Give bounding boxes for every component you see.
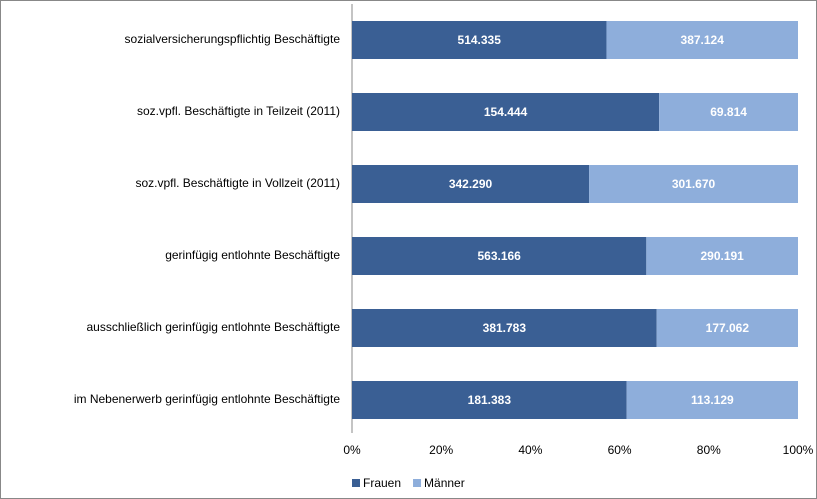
data-label: 342.290	[449, 177, 493, 191]
bar-segment	[352, 237, 647, 275]
data-label: 177.062	[706, 321, 750, 335]
category-label: soz.vpfl. Beschäftigte in Vollzeit (2011…	[135, 176, 340, 190]
data-label: 69.814	[710, 105, 747, 119]
bar-segment	[606, 21, 798, 59]
category-label: soz.vpfl. Beschäftigte in Teilzeit (2011…	[137, 104, 340, 118]
bar-segment	[656, 309, 798, 347]
legend-label: Frauen	[363, 476, 401, 490]
category-label: gerinfügig entlohnte Beschäftigte	[165, 248, 340, 262]
data-label: 181.383	[468, 393, 512, 407]
bar-segment	[646, 237, 798, 275]
data-label: 563.166	[477, 249, 521, 263]
bar-segment	[659, 93, 798, 131]
x-tick-label: 40%	[518, 443, 542, 457]
data-label: 154.444	[484, 105, 528, 119]
category-label: sozialversicherungspflichtig Beschäftigt…	[125, 32, 341, 46]
bar-segment	[589, 165, 798, 203]
category-label: ausschließlich gerinfügig entlohnte Besc…	[87, 320, 341, 334]
legend-swatch	[413, 479, 422, 487]
data-label: 387.124	[681, 33, 725, 47]
data-label: 290.191	[700, 249, 744, 263]
bar-segment	[352, 165, 590, 203]
x-tick-label: 60%	[608, 443, 632, 457]
data-label: 381.783	[483, 321, 527, 335]
bar-segment	[352, 381, 627, 419]
data-label: 301.670	[672, 177, 716, 191]
x-tick-label: 0%	[343, 443, 361, 457]
x-tick-label: 20%	[429, 443, 453, 457]
legend-swatch	[352, 479, 360, 487]
data-label: 113.129	[691, 393, 734, 407]
category-label: im Nebenerwerb gerinfügig entlohnte Besc…	[74, 392, 340, 406]
bar-segment	[352, 309, 657, 347]
x-tick-label: 100%	[783, 443, 814, 457]
bar-segment	[352, 21, 607, 59]
bar-segment	[352, 93, 660, 131]
legend-label: Männer	[424, 476, 465, 490]
bar-segment	[626, 381, 798, 419]
data-label: 514.335	[458, 33, 502, 47]
x-tick-label: 80%	[697, 443, 721, 457]
